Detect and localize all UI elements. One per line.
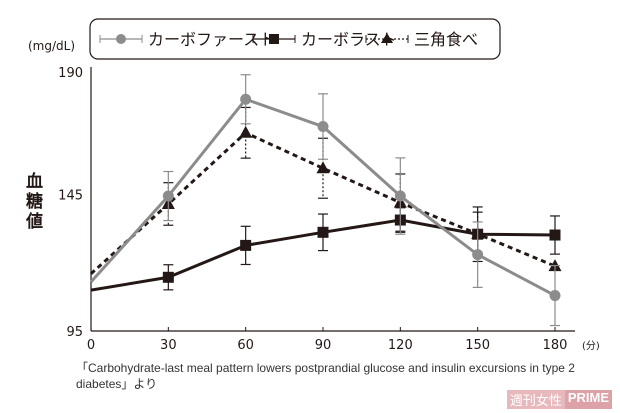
data-point-circle: [472, 249, 484, 261]
data-point-square: [317, 226, 329, 238]
y-tick-label: 145: [58, 189, 83, 204]
legend-label: 三角食べ: [414, 30, 478, 49]
data-point-circle: [394, 190, 406, 202]
y-axis-label: 血糖値: [22, 172, 42, 232]
data-point-triangle: [239, 125, 253, 138]
data-point-circle: [317, 121, 329, 133]
x-tick-label: 180: [543, 338, 568, 353]
legend-marker-circle: [116, 34, 126, 44]
data-point-square: [240, 239, 252, 251]
data-point-circle: [162, 190, 174, 202]
x-tick-label: 150: [465, 338, 490, 353]
y-tick-label: 95: [66, 325, 83, 340]
legend-label: カーボファースト: [148, 30, 275, 49]
x-tick-label: 30: [160, 338, 177, 353]
x-tick-label: 0: [87, 338, 95, 353]
data-point-circle: [240, 93, 252, 105]
x-tick-label: 120: [388, 338, 413, 353]
x-tick-label: 90: [315, 338, 332, 353]
watermark-logo: 週刊女性 PRIME: [506, 390, 612, 409]
data-point-circle: [549, 290, 561, 302]
data-point-triangle: [316, 161, 330, 174]
y-tick-label: 190: [58, 66, 83, 81]
legend-marker-square: [269, 34, 279, 44]
legend-marker-triangle: [381, 33, 393, 43]
legend-label: カーボラスト: [301, 30, 397, 49]
y-unit: (mg/dL): [28, 39, 75, 53]
source-caption: 「Carbohydrate-last meal pattern lowers p…: [76, 361, 575, 391]
watermark-left: 週刊女性: [506, 390, 565, 409]
watermark-right: PRIME: [564, 390, 612, 409]
x-tick-label: 60: [237, 338, 254, 353]
x-unit: (分): [582, 340, 600, 352]
data-point-square: [162, 271, 174, 283]
data-point-square: [549, 229, 561, 241]
